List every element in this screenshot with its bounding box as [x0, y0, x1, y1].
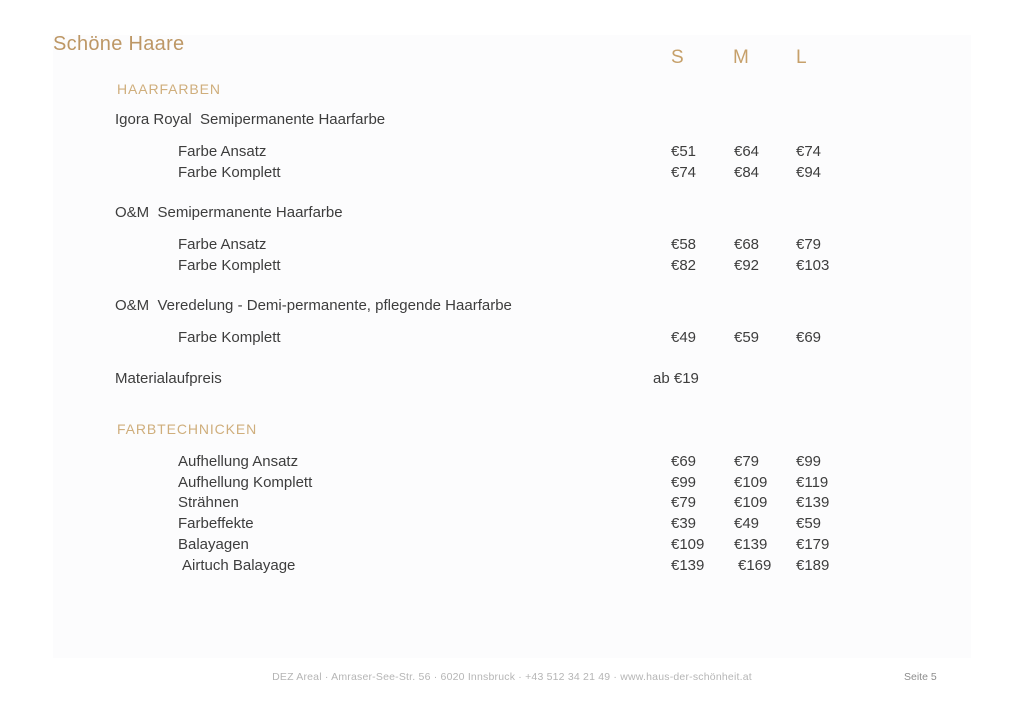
price-row: Farbe Ansatz €58 €68 €79 — [0, 235, 1024, 256]
footer-page-number: Seite 5 — [904, 671, 937, 683]
price-s: €39 — [671, 515, 697, 532]
surcharge-label: Materialaufpreis — [115, 370, 222, 387]
service-label: Farbe Ansatz — [178, 143, 267, 160]
service-label: Farbe Komplett — [178, 164, 281, 181]
price-l: €119 — [796, 474, 829, 491]
price-m: €68 — [734, 236, 760, 253]
service-label: Strähnen — [178, 494, 239, 511]
price-l: €103 — [796, 257, 830, 274]
price-row: Strähnen €79 €109 €139 — [0, 493, 1024, 514]
price-row: Balayagen €109 €139 €179 — [0, 535, 1024, 556]
price-l: €79 — [796, 236, 822, 253]
service-label: Aufhellung Ansatz — [178, 453, 299, 470]
price-s: €51 — [671, 143, 697, 160]
price-row: Farbe Ansatz €51 €64 €74 — [0, 142, 1024, 163]
column-header-l: L — [796, 47, 807, 68]
price-l: €59 — [796, 515, 822, 532]
service-label: Farbe Ansatz — [178, 236, 267, 253]
surcharge-value: ab €19 — [653, 370, 699, 387]
price-l: €74 — [796, 143, 822, 160]
price-m: €92 — [734, 257, 760, 274]
price-m: €64 — [734, 143, 760, 160]
price-s: €79 — [671, 494, 697, 511]
price-l: €189 — [796, 557, 830, 574]
page-sheet — [53, 35, 971, 658]
service-label: Balayagen — [178, 536, 249, 553]
price-s: €74 — [671, 164, 697, 181]
price-m: €79 — [734, 453, 760, 470]
price-m: €84 — [734, 164, 760, 181]
price-row: Airtuch Balayage €139 €169 €189 — [0, 556, 1024, 577]
product-subheading: Igora Royal Semipermanente Haarfarbe — [115, 111, 386, 128]
section-heading-farbtechnicken: FARBTECHNICKEN — [117, 421, 258, 437]
price-m: €139 — [734, 536, 768, 553]
price-s: €139 — [671, 557, 705, 574]
section-heading-haarfarben: HAARFARBEN — [117, 81, 221, 97]
price-m: €109 — [734, 474, 768, 491]
product-subheading: O&M Semipermanente Haarfarbe — [115, 204, 343, 221]
price-row: Aufhellung Komplett €99 €109 €119 — [0, 473, 1024, 494]
price-m: €109 — [734, 494, 768, 511]
price-l: €69 — [796, 329, 822, 346]
price-l: €94 — [796, 164, 822, 181]
service-label: Farbeffekte — [178, 515, 254, 532]
price-row: Farbeffekte €39 €49 €59 — [0, 514, 1024, 535]
product-subheading: O&M Veredelung - Demi-permanente, pflege… — [115, 297, 512, 314]
price-s: €58 — [671, 236, 697, 253]
price-m: €49 — [734, 515, 760, 532]
price-s: €82 — [671, 257, 697, 274]
price-row: Aufhellung Ansatz €69 €79 €99 — [0, 452, 1024, 473]
material-surcharge-row: Materialaufpreis ab €19 — [0, 369, 1024, 390]
service-label: Farbe Komplett — [178, 329, 281, 346]
price-s: €99 — [671, 474, 697, 491]
price-s: €49 — [671, 329, 697, 346]
price-l: €99 — [796, 453, 822, 470]
footer-address: DEZ Areal · Amraser-See-Str. 56 · 6020 I… — [272, 671, 752, 683]
price-m: €59 — [734, 329, 760, 346]
price-row: Farbe Komplett €82 €92 €103 — [0, 256, 1024, 277]
service-label: Airtuch Balayage — [182, 557, 296, 574]
price-l: €139 — [796, 494, 830, 511]
service-label: Aufhellung Komplett — [178, 474, 313, 491]
column-header-m: M — [733, 47, 749, 68]
price-row: Farbe Komplett €74 €84 €94 — [0, 163, 1024, 184]
price-s: €69 — [671, 453, 697, 470]
page-title: Schöne Haare — [53, 33, 185, 55]
price-s: €109 — [671, 536, 705, 553]
price-m: €169 — [738, 557, 772, 574]
price-l: €179 — [796, 536, 830, 553]
price-row: Farbe Komplett €49 €59 €69 — [0, 328, 1024, 349]
service-label: Farbe Komplett — [178, 257, 281, 274]
column-header-s: S — [671, 47, 684, 68]
